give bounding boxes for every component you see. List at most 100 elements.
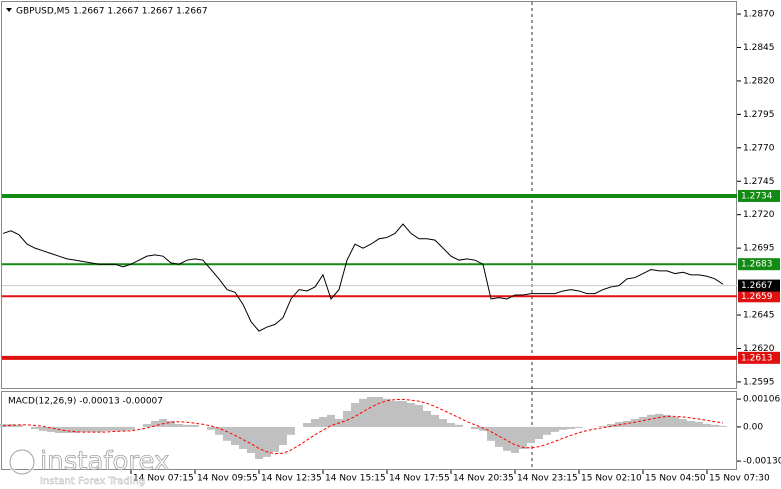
level-tag	[738, 189, 780, 202]
x-tick-label: 15 Nov 04:50	[645, 474, 706, 484]
macd-bar	[343, 410, 351, 427]
macd-bar	[639, 416, 647, 427]
macd-bar	[303, 422, 311, 427]
last-price-label: 1.2667	[741, 281, 773, 291]
macd-bar	[471, 426, 479, 430]
x-tick-label: 14 Nov 20:35	[453, 474, 514, 484]
macd-bar	[183, 424, 191, 427]
macd-bar	[551, 426, 559, 432]
level-label: 1.2613	[741, 353, 773, 363]
macd-bar	[423, 410, 431, 427]
macd-bar	[71, 426, 79, 433]
macd-bar	[311, 419, 319, 427]
macd-bar	[119, 426, 127, 431]
macd-bar	[367, 396, 375, 427]
y-tick-label: 1.2770	[743, 143, 775, 153]
macd-bar	[247, 426, 255, 453]
y-tick-label: 0.00106	[743, 395, 780, 405]
macd-bar	[447, 422, 455, 427]
macd-bar	[575, 426, 583, 428]
level-label: 1.2734	[741, 191, 773, 201]
macd-bar	[279, 426, 287, 446]
x-tick-label: 14 Nov 09:55	[197, 474, 258, 484]
macd-bar	[351, 403, 359, 427]
macd-bar	[671, 416, 679, 427]
macd-bar	[191, 424, 199, 427]
macd-bar	[359, 398, 367, 427]
macd-bar	[47, 426, 55, 432]
macd-bar	[167, 420, 175, 427]
macd-bar	[111, 426, 119, 431]
macd-bar	[7, 424, 15, 427]
watermark-brand: instaforex	[40, 447, 169, 477]
macd-bar	[599, 425, 607, 427]
macd-bar	[159, 419, 167, 427]
y-tick-label: 1.2845	[743, 43, 775, 53]
chart-title: GBPUSD,M5 1.2667 1.2667 1.2667 1.2667	[16, 7, 208, 17]
macd-bar	[687, 420, 695, 427]
x-tick-label: 14 Nov 17:55	[389, 474, 450, 484]
macd-bar	[87, 426, 95, 432]
macd-bar	[231, 426, 239, 446]
macd-bar	[663, 414, 671, 427]
y-tick-label: 1.2870	[743, 10, 775, 20]
macd-bar	[151, 420, 159, 427]
macd-bar	[375, 396, 383, 427]
y-tick-label: 0.00	[743, 422, 763, 432]
y-tick-label: 1.2720	[743, 210, 775, 220]
macd-bar	[407, 403, 415, 427]
last-price-tag	[738, 279, 780, 292]
level-tag	[738, 290, 780, 303]
macd-title: MACD(12,26,9) -0.00013 -0.00007	[8, 397, 163, 407]
macd-bar	[255, 426, 263, 459]
macd-bar	[559, 426, 567, 430]
macd-bar	[239, 426, 247, 449]
macd-bar	[479, 426, 487, 431]
level-label: 1.2683	[741, 260, 773, 270]
x-tick-label: 14 Nov 15:15	[325, 474, 386, 484]
macd-bar	[175, 424, 183, 427]
y-tick-label: 1.2620	[743, 344, 775, 354]
macd-bar	[127, 426, 135, 430]
macd-bar	[567, 426, 575, 430]
macd-bar	[103, 426, 111, 431]
macd-bar	[607, 424, 615, 427]
macd-bar	[655, 413, 663, 427]
macd-bar	[455, 424, 463, 427]
price-line	[2, 223, 724, 332]
logo-outline	[9, 449, 35, 475]
y-tick-label: 1.2795	[743, 110, 775, 120]
macd-bar	[711, 424, 719, 427]
x-tick-label: 15 Nov 02:10	[581, 474, 642, 484]
macd-bar	[623, 420, 631, 427]
macd-bar	[95, 426, 103, 432]
macd-bar	[495, 426, 503, 447]
macd-bar	[391, 400, 399, 427]
y-tick-label: 1.2645	[743, 311, 775, 321]
x-tick-label: 15 Nov 07:30	[709, 474, 770, 484]
macd-bar	[63, 426, 71, 433]
macd-bar	[719, 425, 727, 427]
macd-bar	[431, 414, 439, 427]
watermark: instaforex Instant Forex Trading	[8, 446, 170, 487]
macd-bar	[39, 426, 47, 431]
macd-bar	[439, 419, 447, 427]
macd-bar	[535, 426, 543, 440]
macd-bar	[695, 421, 703, 427]
macd-bar	[487, 426, 495, 441]
macd-bar	[383, 398, 391, 427]
macd-bar	[223, 426, 231, 441]
y-tick-label: 1.2745	[743, 177, 775, 187]
x-tick-label: 14 Nov 23:15	[517, 474, 578, 484]
x-tick-label: 14 Nov 12:35	[261, 474, 322, 484]
y-tick-label: 1.2595	[743, 377, 775, 387]
watermark-tagline: Instant Forex Trading	[40, 476, 145, 487]
macd-bar	[15, 424, 23, 427]
macd-bar	[519, 426, 527, 449]
signal-line	[2, 398, 724, 455]
macd-bar	[271, 426, 279, 452]
level-label: 1.2659	[741, 292, 773, 302]
macd-bar	[511, 426, 519, 453]
level-tag	[738, 351, 780, 364]
y-tick-label: 1.2695	[743, 244, 775, 254]
